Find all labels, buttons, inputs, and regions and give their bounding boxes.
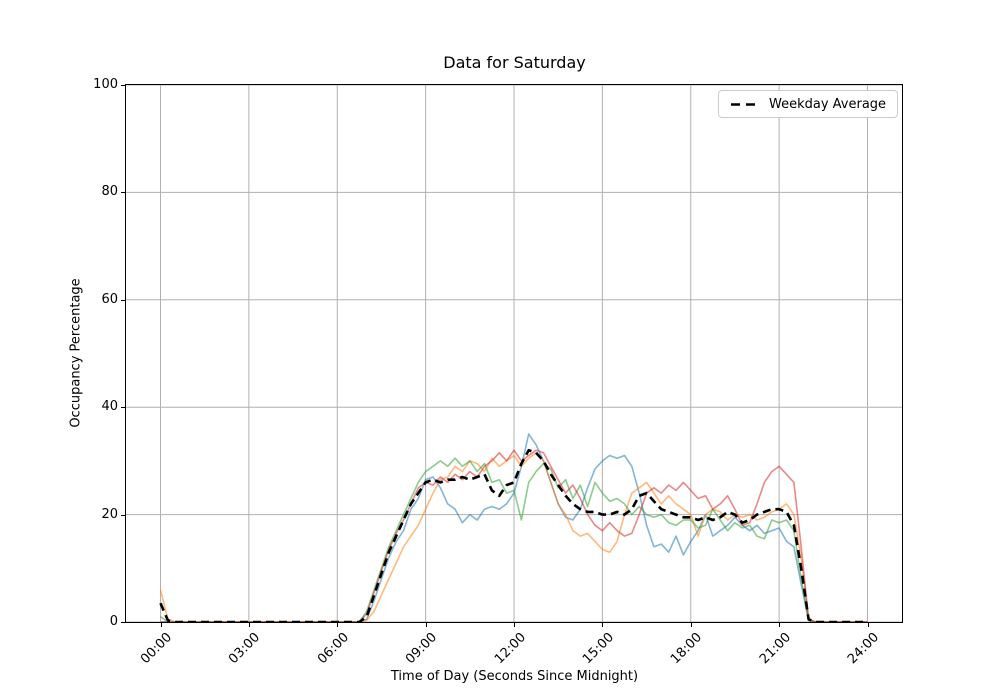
plot-area	[125, 84, 903, 623]
plot-canvas	[126, 85, 902, 622]
y-tick-mark	[121, 407, 125, 409]
x-tick-mark	[867, 623, 869, 627]
legend-label: Weekday Average	[769, 96, 887, 112]
x-axis-label: Time of Day (Seconds Since Midnight)	[390, 669, 639, 684]
y-tick-label: 100	[93, 77, 118, 92]
series-line-saturday-4	[160, 449, 868, 622]
x-tick-label: 21:00	[756, 630, 794, 668]
x-tick-mark	[602, 623, 604, 627]
x-tick-label: 24:00	[845, 630, 883, 668]
y-tick-mark	[121, 514, 125, 516]
series-line-saturday-3	[160, 457, 868, 622]
legend: Weekday Average	[718, 90, 899, 118]
y-tick-mark	[121, 622, 125, 623]
x-tick-mark	[160, 623, 162, 627]
x-tick-mark	[337, 623, 339, 627]
y-tick-label: 60	[101, 291, 118, 307]
y-tick-label: 20	[101, 506, 118, 522]
x-tick-mark	[690, 623, 692, 627]
x-tick-label: 00:00	[138, 630, 176, 668]
x-tick-label: 15:00	[579, 630, 617, 668]
y-tick-mark	[121, 192, 125, 194]
x-tick-mark	[425, 623, 427, 627]
series-line-saturday-2	[159, 451, 868, 622]
chart-title: Data for Saturday	[443, 53, 586, 72]
dashed-line-icon	[731, 102, 759, 106]
x-tick-label: 09:00	[403, 630, 441, 668]
y-tick-mark	[121, 299, 125, 301]
x-tick-label: 12:00	[491, 630, 529, 668]
x-tick-mark	[248, 623, 250, 627]
x-tick-label: 18:00	[668, 630, 706, 668]
x-tick-label: 03:00	[226, 630, 264, 668]
y-tick-label: 80	[101, 184, 118, 200]
x-tick-mark	[779, 623, 781, 627]
y-tick-label: 40	[101, 399, 118, 415]
x-tick-label: 06:00	[314, 630, 352, 668]
x-tick-mark	[514, 623, 515, 627]
y-tick-label: 0	[109, 614, 118, 629]
y-tick-mark	[121, 85, 125, 86]
